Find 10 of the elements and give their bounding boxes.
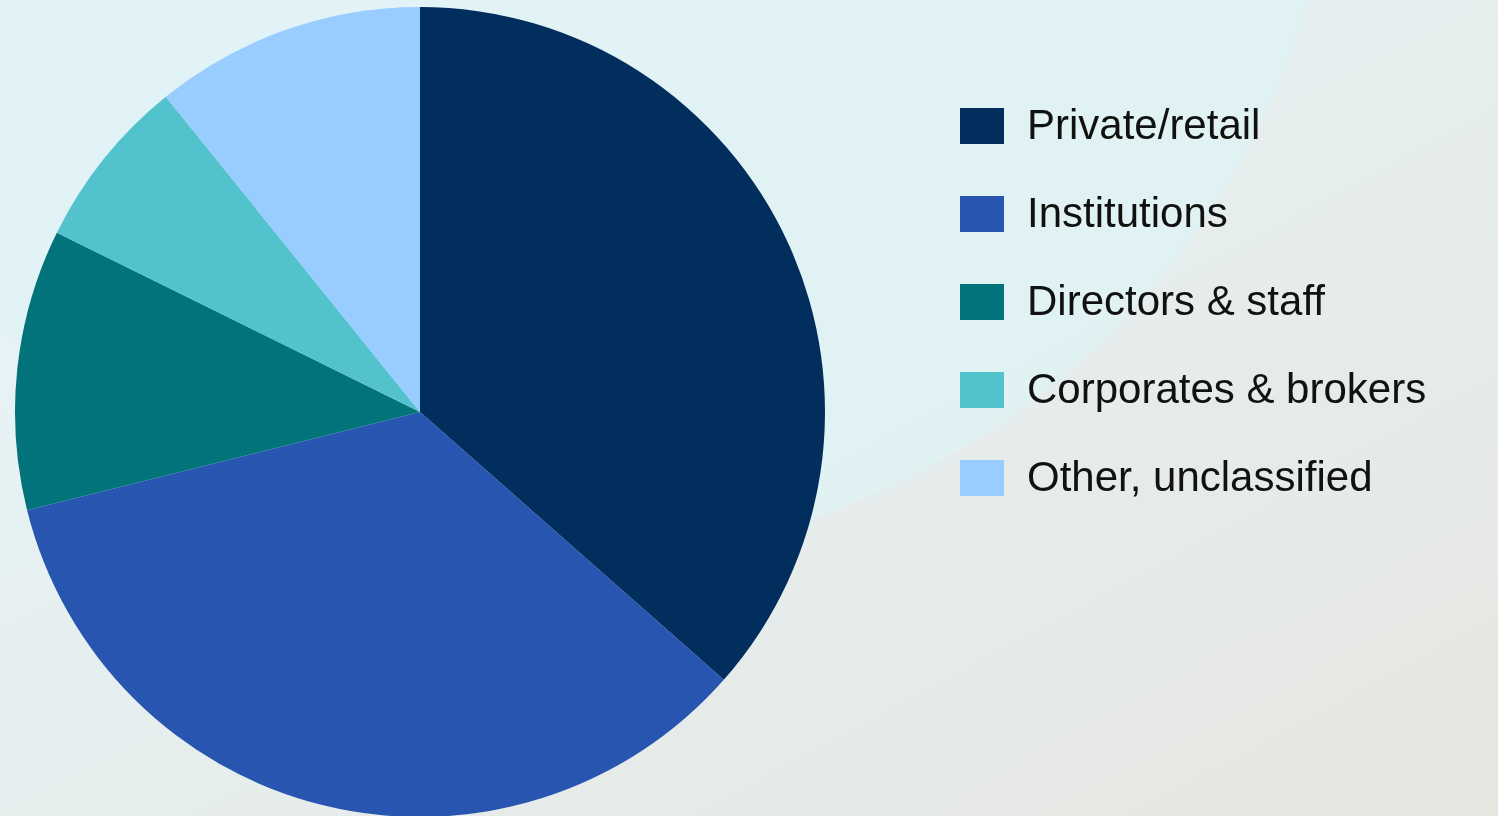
pie-slice — [15, 232, 420, 511]
legend-label: Directors & staff — [1027, 277, 1326, 324]
pie-slice — [56, 96, 420, 412]
legend-label: Corporates & brokers — [1027, 365, 1427, 412]
legend-label: Other, unclassified — [1027, 453, 1373, 500]
pie-slice — [420, 7, 825, 680]
legend-label: Private/retail — [1027, 101, 1261, 148]
legend-label: Institutions — [1027, 189, 1228, 236]
pie-slice — [165, 7, 420, 412]
pie-slice — [27, 412, 724, 816]
